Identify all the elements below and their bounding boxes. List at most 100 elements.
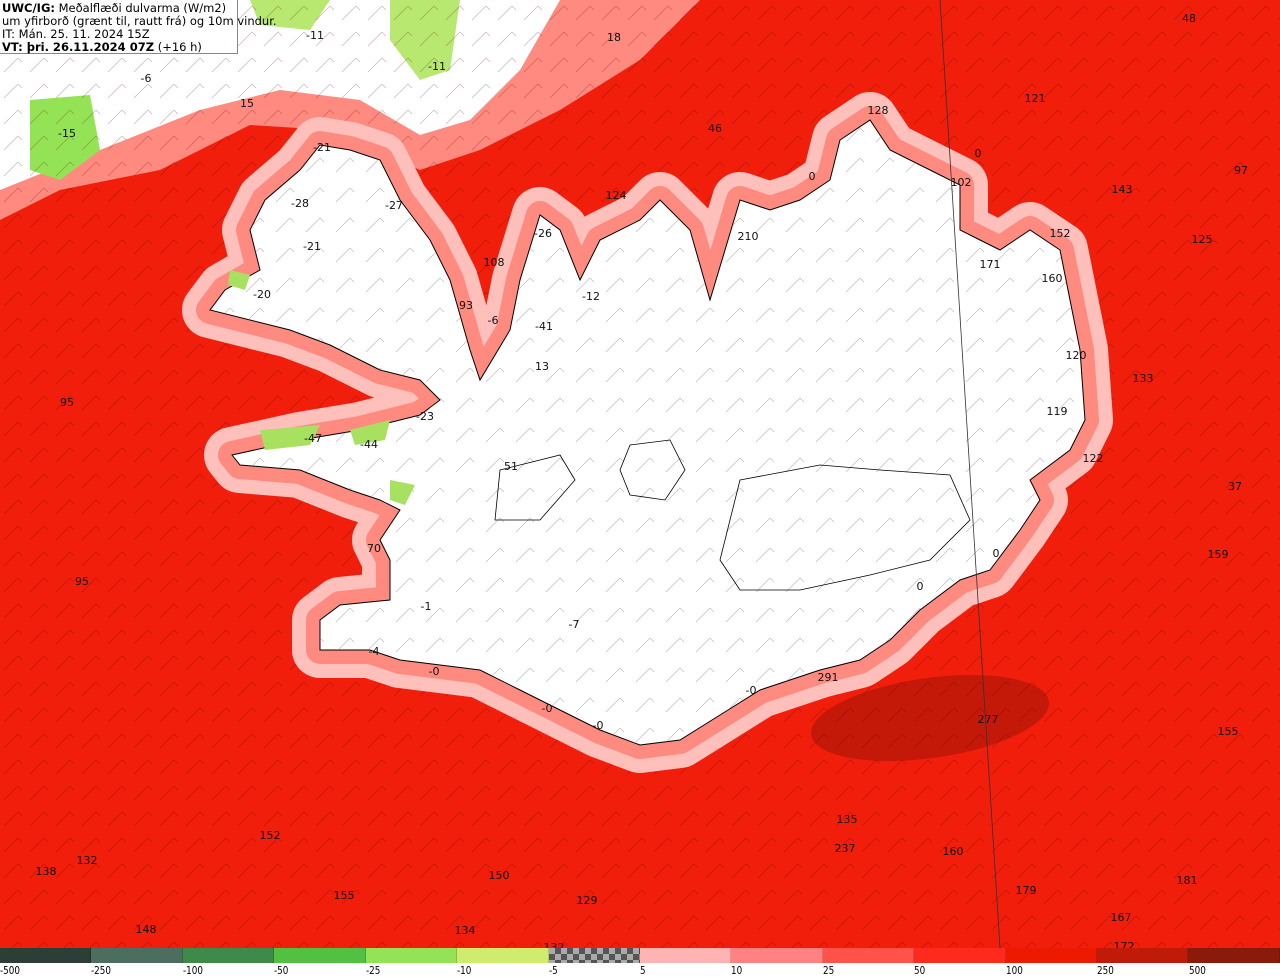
model-name: UWC/IG: bbox=[2, 1, 55, 15]
green-patch bbox=[228, 270, 415, 505]
flux-value-label: -21 bbox=[313, 141, 331, 154]
flux-value-label: 134 bbox=[455, 924, 476, 937]
flux-value-label: 93 bbox=[459, 299, 473, 312]
glacier-outline bbox=[494, 439, 971, 591]
legend-tick-label: 500 bbox=[1188, 964, 1206, 977]
flux-value-label: -0 bbox=[429, 665, 440, 678]
flux-value-label: 291 bbox=[818, 671, 839, 684]
flux-value-label: 18 bbox=[607, 31, 621, 44]
flux-value-label: 128 bbox=[868, 104, 889, 117]
valid-time: VT: þri. 26.11.2024 07Z (+16 h) bbox=[2, 41, 237, 54]
flux-value-label: 155 bbox=[334, 889, 355, 902]
valid-time-date: VT: þri. 26.11.2024 07Z bbox=[2, 40, 155, 54]
flux-value-label: -0 bbox=[746, 684, 757, 697]
flux-value-label: 15 bbox=[240, 97, 254, 110]
flux-value-label: 0 bbox=[917, 580, 924, 593]
legend-swatch bbox=[182, 948, 275, 963]
legend-tick-label: -5 bbox=[548, 964, 558, 977]
iceland-wind-barbs bbox=[210, 120, 1085, 745]
flux-value-label: -6 bbox=[488, 314, 499, 327]
flux-value-label: 0 bbox=[993, 547, 1000, 560]
flux-value-label: 277 bbox=[978, 713, 999, 726]
flux-value-label: -27 bbox=[385, 199, 403, 212]
legend-tick-label: 250 bbox=[1097, 964, 1114, 977]
legend-color-bar bbox=[0, 948, 1280, 963]
legend-swatch bbox=[639, 948, 732, 963]
forecast-hour: (+16 h) bbox=[154, 40, 202, 54]
flux-value-label: 148 bbox=[136, 923, 157, 936]
legend-tick-label: 5 bbox=[640, 964, 646, 977]
legend-swatch bbox=[822, 948, 915, 963]
flux-value-label: 129 bbox=[577, 894, 598, 907]
flux-value-label: 46 bbox=[708, 122, 722, 135]
legend-ticks: -500 -250 -100 -50 -25 -10 -5 5 10 25 50 100 250 500 bbox=[0, 963, 1280, 978]
flux-value-label: 179 bbox=[1016, 884, 1037, 897]
flux-value-label: 0 bbox=[975, 147, 982, 160]
legend-swatch bbox=[1188, 948, 1280, 963]
legend-swatch bbox=[457, 948, 549, 963]
legend-swatch bbox=[0, 948, 92, 963]
legend-swatch bbox=[731, 948, 823, 963]
flux-value-label: -12 bbox=[582, 290, 600, 303]
variable-name: Meðalflæði dulvarma (W/m2) bbox=[54, 1, 227, 15]
title-line-1: UWC/IG: Meðalflæði dulvarma (W/m2) bbox=[2, 2, 237, 15]
legend-tick-label: -50 bbox=[274, 964, 289, 977]
flux-value-label: 150 bbox=[489, 869, 510, 882]
flux-value-label: 152 bbox=[260, 829, 281, 842]
legend-swatch bbox=[91, 948, 183, 963]
map-title-box: UWC/IG: Meðalflæði dulvarma (W/m2) um yf… bbox=[0, 0, 277, 54]
flux-value-label: -44 bbox=[360, 438, 378, 451]
flux-value-label: -23 bbox=[416, 410, 434, 423]
flux-value-label: 51 bbox=[504, 460, 518, 473]
flux-value-label: 102 bbox=[951, 176, 972, 189]
flux-value-label: 181 bbox=[1177, 874, 1198, 887]
map-value-labels: 48 18 -11 -11 -6 15 -15 128 121 46 97 -21 0 0 102 143 12… bbox=[36, 12, 1249, 948]
legend-tick-label: 50 bbox=[914, 964, 926, 977]
flux-value-label: 121 bbox=[1025, 92, 1046, 105]
legend-tick-label: 100 bbox=[1005, 964, 1023, 977]
legend-tick-label: 25 bbox=[822, 964, 835, 977]
flux-value-label: 160 bbox=[1042, 272, 1063, 285]
flux-value-label: 95 bbox=[60, 396, 74, 409]
flux-value-label: 70 bbox=[367, 542, 381, 555]
legend-swatch bbox=[1005, 948, 1098, 963]
flux-value-label: 108 bbox=[484, 256, 505, 269]
title-line-2: um yfirborð (grænt til, rautt frá) og 10… bbox=[2, 14, 277, 28]
legend-tick-label: -500 bbox=[0, 964, 20, 977]
flux-value-label: -20 bbox=[253, 288, 271, 301]
flux-value-label: 152 bbox=[1050, 227, 1071, 240]
legend-swatch bbox=[914, 948, 1006, 963]
flux-value-label: -41 bbox=[535, 320, 553, 333]
flux-value-label: -11 bbox=[306, 29, 324, 42]
flux-value-label: 155 bbox=[1218, 725, 1239, 738]
initial-time: IT: Mán. 25. 11. 2024 15Z bbox=[2, 27, 150, 41]
legend-swatch bbox=[365, 948, 458, 963]
flux-value-label: 13 bbox=[535, 360, 549, 373]
flux-value-label: 172 bbox=[1114, 940, 1135, 948]
flux-value-label: 95 bbox=[75, 575, 89, 588]
flux-value-label: 237 bbox=[835, 842, 856, 855]
legend-tick-label: 10 bbox=[731, 964, 743, 977]
flux-value-label: -4 bbox=[369, 645, 380, 658]
flux-value-label: 143 bbox=[1112, 183, 1133, 196]
flux-value-label: 210 bbox=[738, 230, 759, 243]
flux-value-label: -0 bbox=[542, 702, 553, 715]
latent-heat-flux-map: 48 18 -11 -11 -6 15 -15 128 121 46 97 -21 0 0 102 143 12… bbox=[0, 0, 1280, 948]
flux-value-label: -7 bbox=[569, 618, 580, 631]
legend-tick-label: -250 bbox=[91, 964, 112, 977]
flux-value-label: 119 bbox=[1047, 405, 1068, 418]
flux-value-label: 167 bbox=[1111, 911, 1132, 924]
flux-value-label: 160 bbox=[943, 845, 964, 858]
flux-value-label: 125 bbox=[1192, 233, 1213, 246]
legend-swatch bbox=[1097, 948, 1189, 963]
legend-tick-label: -100 bbox=[182, 964, 203, 977]
flux-value-label: 171 bbox=[980, 258, 1001, 271]
flux-value-label: -0 bbox=[593, 719, 604, 732]
color-legend: -500 -250 -100 -50 -25 -10 -5 5 10 25 50 100 250 500 bbox=[0, 948, 1280, 978]
flux-value-label: 159 bbox=[1208, 548, 1229, 561]
flux-value-label: -11 bbox=[428, 60, 446, 73]
flux-value-label: 97 bbox=[1234, 164, 1248, 177]
flux-value-label: -15 bbox=[58, 127, 76, 140]
flux-value-label: 120 bbox=[1066, 349, 1087, 362]
